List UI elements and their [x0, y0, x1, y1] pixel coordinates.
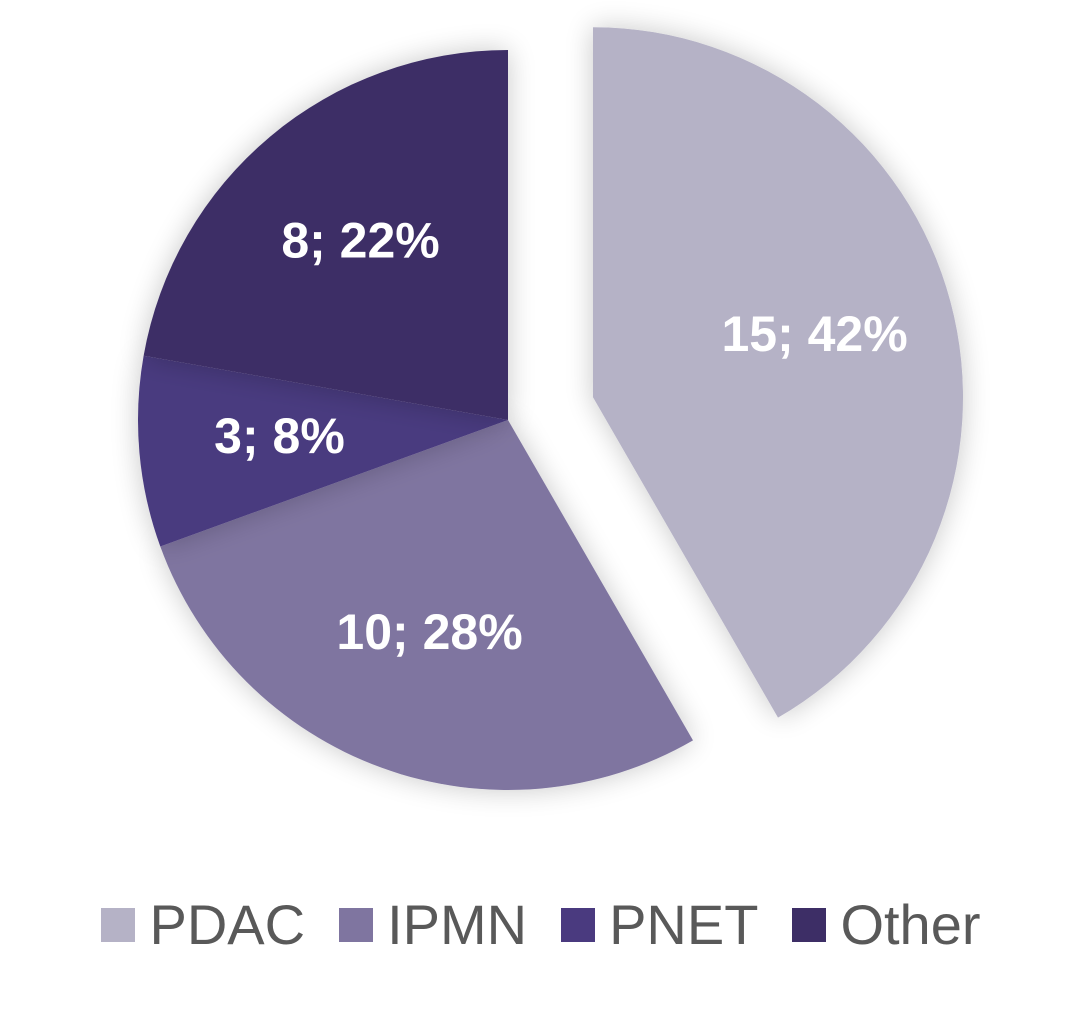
slice-label-other: 8; 22%: [281, 212, 439, 268]
slice-label-pdac: 15; 42%: [721, 306, 907, 362]
legend-label-pnet: PNET: [609, 893, 759, 956]
legend-item-ipmn: IPMN: [339, 897, 527, 953]
legend-swatch-pnet: [561, 908, 596, 942]
pie-slice-pdac: [593, 27, 964, 718]
legend-item-other: Other: [792, 893, 981, 956]
pie-slice-pnet: [137, 355, 508, 547]
slice-label-pnet: 3; 8%: [214, 408, 345, 464]
legend-label-pdac: PDAC: [149, 893, 306, 956]
legend-swatch-pdac: [101, 908, 136, 942]
pie-slices: [137, 27, 964, 790]
chart-legend: PDAC IPMN PNET Other: [0, 890, 1082, 960]
pie-slice-ipmn: [160, 420, 694, 790]
legend-swatch-ipmn: [339, 908, 374, 942]
legend-label-ipmn: IPMN: [387, 893, 528, 956]
pie-slice-other: [143, 50, 508, 420]
legend-item-pdac: PDAC: [101, 897, 305, 953]
legend-item-pnet: PNET: [561, 897, 758, 953]
legend-swatch-other: [792, 908, 827, 942]
slice-label-ipmn: 10; 28%: [336, 604, 522, 660]
legend-label-other: Other: [840, 893, 981, 956]
pie-slice-labels: 15; 42% 10; 28% 3; 8% 8; 22%: [214, 212, 908, 659]
